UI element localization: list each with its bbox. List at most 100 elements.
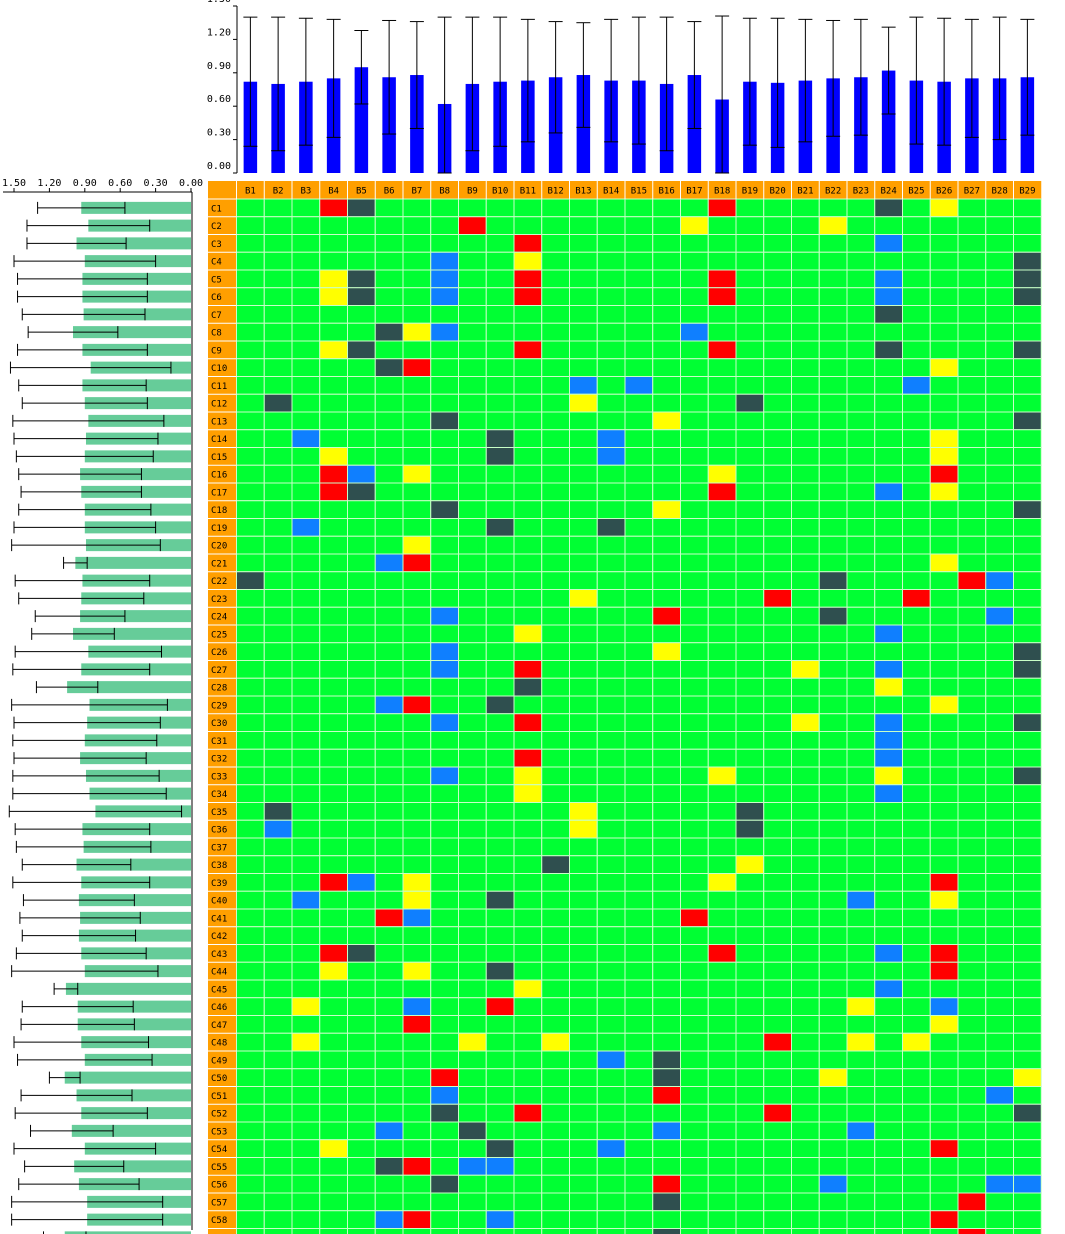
heatmap-cell-C43-B10 xyxy=(485,944,515,963)
heatmap-cell-C9-B3 xyxy=(291,340,321,360)
heatmap-cell-C36-B17 xyxy=(680,819,709,839)
heatmap-cell-C59-B11 xyxy=(513,1228,543,1234)
heatmap-cell-C9-B15 xyxy=(624,340,654,360)
heatmap-cell-C25-B10 xyxy=(485,624,515,644)
heatmap-cell-C32-B16 xyxy=(652,748,681,768)
heatmap-cell-C23-B28 xyxy=(985,589,1014,608)
heatmap-cell-C26-B6 xyxy=(374,642,404,661)
heatmap-cell-C17-B26 xyxy=(929,482,959,502)
heatmap-cell-C35-B22 xyxy=(818,802,848,821)
heatmap-cell-C28-B13 xyxy=(569,677,598,697)
heatmap-cell-C2-B15 xyxy=(624,216,654,235)
heatmap-cell-C20-B16 xyxy=(652,535,681,555)
row-label-C24: C24 xyxy=(211,613,227,623)
heatmap-cell-C14-B22 xyxy=(818,429,848,448)
column-label-B21: B21 xyxy=(797,187,813,197)
heatmap-cell-C24-B22 xyxy=(818,606,848,626)
heatmap-cell-C48-B5 xyxy=(347,1032,376,1052)
heatmap-cell-C5-B16 xyxy=(652,269,681,289)
heatmap-cell-C50-B26 xyxy=(929,1068,959,1087)
heatmap-cell-C50-B27 xyxy=(957,1068,987,1087)
heatmap-cell-C30-B14 xyxy=(596,713,626,732)
heatmap-cell-C6-B29 xyxy=(1013,287,1042,306)
heatmap-cell-C32-B12 xyxy=(541,748,570,768)
heatmap-cell-C28-B19 xyxy=(735,677,765,697)
heatmap-cell-C4-B19 xyxy=(735,251,765,271)
heatmap-cell-C23-B29 xyxy=(1013,589,1042,608)
heatmap-cell-C41-B2 xyxy=(263,908,293,928)
heatmap-cell-C40-B17 xyxy=(680,890,709,910)
heatmap-cell-C14-B18 xyxy=(707,429,737,448)
heatmap-cell-C40-B10 xyxy=(485,890,515,910)
heatmap-cell-C38-B24 xyxy=(874,855,903,874)
heatmap-cell-C18-B5 xyxy=(347,500,376,519)
row-label-C52: C52 xyxy=(211,1110,227,1120)
heatmap-cell-C27-B10 xyxy=(485,660,515,679)
row-label-C9: C9 xyxy=(211,346,222,356)
heatmap-cell-C4-B16 xyxy=(652,251,681,271)
heatmap-cell-C59-B16 xyxy=(652,1228,681,1234)
heatmap-cell-C31-B4 xyxy=(319,731,348,750)
heatmap-cell-C1-B15 xyxy=(624,198,654,218)
heatmap-cell-C17-B3 xyxy=(291,482,321,502)
heatmap-cell-C58-B1 xyxy=(236,1210,265,1229)
heatmap-cell-C55-B6 xyxy=(374,1157,404,1176)
heatmap-cell-C6-B16 xyxy=(652,287,681,306)
heatmap-cell-C51-B17 xyxy=(680,1086,709,1105)
heatmap-cell-C21-B6 xyxy=(374,553,404,573)
heatmap-cell-C22-B16 xyxy=(652,571,681,590)
heatmap-cell-C11-B27 xyxy=(957,376,987,395)
left-bar-C25 xyxy=(73,627,191,640)
heatmap-cell-C46-B26 xyxy=(929,997,959,1016)
heatmap-cell-C59-B18 xyxy=(707,1228,737,1234)
heatmap-cell-C27-B20 xyxy=(763,660,792,679)
heatmap-cell-C10-B6 xyxy=(374,358,404,377)
heatmap-cell-C54-B20 xyxy=(763,1139,792,1158)
heatmap-cell-C23-B19 xyxy=(735,589,765,608)
heatmap-cell-C26-B10 xyxy=(485,642,515,661)
heatmap-cell-C32-B23 xyxy=(846,748,876,768)
heatmap-cell-C40-B15 xyxy=(624,890,654,910)
heatmap-cell-C56-B29 xyxy=(1013,1174,1042,1194)
heatmap-cell-C56-B4 xyxy=(319,1174,348,1194)
heatmap-cell-C25-B15 xyxy=(624,624,654,644)
heatmap-cell-C27-B9 xyxy=(458,660,487,679)
heatmap-cell-C35-B21 xyxy=(791,802,820,821)
heatmap-cell-C53-B20 xyxy=(763,1121,792,1141)
heatmap-cell-C14-B28 xyxy=(985,429,1014,448)
heatmap-cell-C39-B8 xyxy=(430,873,459,892)
heatmap-cell-C57-B6 xyxy=(374,1192,404,1212)
heatmap-cell-C3-B17 xyxy=(680,234,709,253)
heatmap-cell-C6-B2 xyxy=(263,287,293,306)
heatmap-cell-C49-B6 xyxy=(374,1050,404,1070)
heatmap-cell-C54-B15 xyxy=(624,1139,654,1158)
heatmap-cell-C19-B7 xyxy=(402,518,432,537)
heatmap-cell-C23-B22 xyxy=(818,589,848,608)
row-label-C41: C41 xyxy=(211,914,227,924)
heatmap-cell-C48-B22 xyxy=(818,1032,848,1052)
heatmap-cell-C24-B9 xyxy=(458,606,487,626)
heatmap-cell-C11-B10 xyxy=(485,376,515,395)
heatmap-cell-C20-B19 xyxy=(735,535,765,555)
heatmap-cell-C46-B4 xyxy=(319,997,348,1016)
row-label-C10: C10 xyxy=(211,364,227,374)
heatmap-cell-C53-B19 xyxy=(735,1121,765,1141)
heatmap-cell-C4-B18 xyxy=(707,251,737,271)
heatmap-cell-C26-B23 xyxy=(846,642,876,661)
heatmap-cell-C38-B23 xyxy=(846,855,876,874)
heatmap-cell-C12-B28 xyxy=(985,393,1014,413)
heatmap-cell-C55-B17 xyxy=(680,1157,709,1176)
heatmap-cell-C43-B26 xyxy=(929,944,959,963)
heatmap-cell-C20-B23 xyxy=(846,535,876,555)
heatmap-cell-C22-B3 xyxy=(291,571,321,590)
heatmap-cell-C27-B16 xyxy=(652,660,681,679)
heatmap-cell-C42-B13 xyxy=(569,926,598,945)
heatmap-cell-C20-B6 xyxy=(374,535,404,555)
heatmap-cell-C32-B6 xyxy=(374,748,404,768)
heatmap-cell-C18-B1 xyxy=(236,500,265,519)
heatmap-cell-C9-B25 xyxy=(902,340,931,360)
heatmap-cell-C46-B27 xyxy=(957,997,987,1016)
heatmap-cell-C48-B3 xyxy=(291,1032,321,1052)
heatmap-cell-C11-B20 xyxy=(763,376,792,395)
heatmap-cell-C29-B9 xyxy=(458,695,487,715)
